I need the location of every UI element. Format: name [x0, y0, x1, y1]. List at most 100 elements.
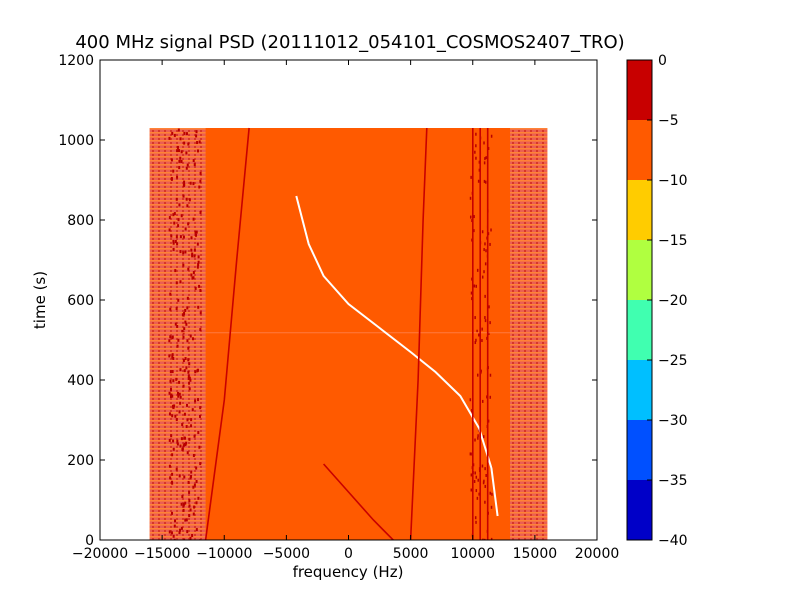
speckle	[195, 466, 198, 470]
speckle	[183, 412, 186, 416]
speckle	[484, 316, 486, 320]
speckle	[185, 425, 188, 429]
speckle	[175, 281, 178, 285]
colorbar-segment	[627, 180, 652, 240]
signal-lines	[204, 127, 499, 540]
speckle	[196, 265, 199, 269]
speckle	[171, 336, 174, 340]
speckle	[183, 183, 186, 187]
speckle	[186, 306, 189, 310]
heatmap-background	[149, 128, 548, 540]
speckle	[169, 379, 172, 383]
speckle	[483, 161, 486, 165]
speckle	[469, 398, 472, 402]
speckle	[195, 134, 198, 138]
speckle	[187, 222, 190, 226]
speckle	[190, 424, 193, 428]
speckle	[186, 403, 189, 407]
speckle	[489, 395, 492, 399]
speckle	[199, 406, 202, 410]
speckle	[485, 474, 487, 478]
colorbar-tick-label: −30	[658, 413, 688, 429]
speckle	[180, 159, 183, 163]
speckle	[469, 215, 472, 219]
speckle	[484, 242, 486, 246]
speckle	[471, 409, 473, 413]
speckle	[169, 335, 172, 339]
speckle	[193, 248, 196, 252]
speckle	[185, 366, 188, 370]
speckle	[183, 131, 186, 135]
speckle	[187, 346, 190, 350]
speckle	[168, 216, 171, 220]
speckle	[193, 505, 196, 509]
speckle	[186, 451, 189, 455]
colorbar-tick-label: −20	[658, 293, 688, 309]
chart-title: 400 MHz signal PSD (20111012_054101_COSM…	[75, 32, 624, 53]
speckle	[189, 508, 192, 512]
speckle	[186, 418, 189, 422]
speckle	[178, 380, 181, 384]
speckle	[171, 511, 174, 515]
speckle	[183, 180, 186, 184]
speckle	[190, 470, 193, 474]
speckle	[188, 514, 191, 518]
speckle	[171, 355, 174, 359]
speckle	[175, 467, 178, 471]
colorbar-segment	[627, 420, 652, 480]
speckle	[475, 338, 477, 342]
speckle	[175, 377, 178, 381]
speckle	[172, 247, 175, 251]
speckle	[185, 322, 188, 326]
speckle	[194, 399, 197, 403]
colorbar-segment	[627, 240, 652, 300]
speckle	[482, 435, 485, 439]
speckle	[177, 298, 180, 302]
speckle	[487, 419, 490, 423]
speckle	[171, 353, 174, 357]
speckle	[170, 234, 173, 238]
speckle	[196, 242, 199, 246]
speckle	[171, 472, 174, 476]
speckle	[185, 197, 188, 201]
speckle	[183, 369, 186, 373]
noise-band	[510, 128, 548, 540]
speckle	[483, 479, 485, 483]
x-tick-label: −20000	[72, 546, 128, 562]
speckle	[177, 149, 180, 153]
speckle	[172, 534, 175, 538]
speckle	[481, 339, 483, 343]
speckle	[186, 339, 189, 343]
speckle	[475, 156, 477, 160]
speckle	[182, 384, 185, 388]
colorbar-segment	[627, 360, 652, 420]
speckle	[176, 442, 179, 446]
speckle	[490, 505, 493, 509]
y-axis: 0 200 400 600 800 1000 1200	[58, 53, 597, 549]
speckle	[175, 197, 178, 201]
speckle	[173, 524, 176, 528]
speckle	[176, 439, 179, 443]
speckle	[182, 313, 185, 317]
speckle	[484, 484, 486, 488]
speckle	[187, 267, 190, 271]
speckle	[184, 308, 187, 312]
signal-line-drift	[204, 127, 250, 540]
speckle	[177, 128, 180, 132]
speckle	[192, 453, 195, 457]
speckle	[188, 499, 191, 503]
speckle	[477, 179, 480, 183]
speckle	[183, 327, 186, 331]
speckle	[178, 203, 181, 207]
speckle	[188, 381, 191, 385]
speckle	[483, 141, 485, 145]
x-tick-label: 20000	[575, 546, 620, 562]
speckle	[187, 370, 190, 374]
speckle	[168, 391, 171, 395]
speckle	[483, 179, 486, 183]
speckle	[192, 182, 195, 186]
y-tick-label: 1200	[58, 53, 94, 69]
speckle	[193, 254, 196, 258]
speckle	[190, 273, 193, 277]
